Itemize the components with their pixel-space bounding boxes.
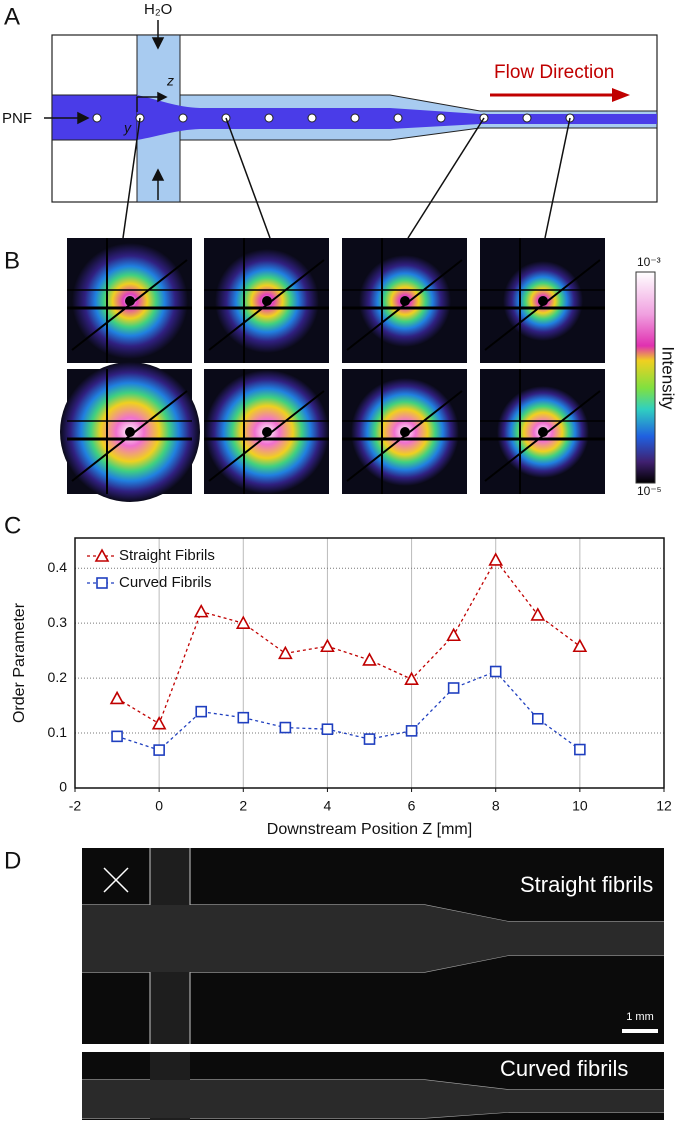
legend-label: Curved Fibrils xyxy=(119,574,212,591)
x-tick-label: 12 xyxy=(656,798,672,814)
data-point xyxy=(362,652,377,666)
data-point xyxy=(195,705,208,718)
data-point xyxy=(488,552,504,566)
data-point xyxy=(572,638,588,653)
data-point xyxy=(320,638,335,653)
x-tick-label: 10 xyxy=(572,798,588,814)
y-tick-label: 0.4 xyxy=(48,559,68,575)
image-label: Straight fibrils xyxy=(520,872,653,897)
data-point xyxy=(531,712,544,725)
data-point xyxy=(279,721,292,734)
scattering-images xyxy=(60,238,605,502)
panel-label: D xyxy=(4,847,21,874)
x-tick-label: 2 xyxy=(239,798,247,814)
panel-label: A xyxy=(4,3,20,30)
data-point xyxy=(278,645,293,660)
data-point xyxy=(363,733,376,745)
data-point xyxy=(235,615,251,629)
inlet-label: PNF xyxy=(2,110,32,127)
image-label: Curved fibrils xyxy=(500,1056,628,1081)
beamstop xyxy=(125,296,135,306)
y-axis-label: Order Parameter xyxy=(11,602,28,723)
legend-marker xyxy=(96,577,108,589)
microscopy: Straight fibrils 1 mm Curved fibrils xyxy=(82,848,664,1120)
x-tick-label: 8 xyxy=(492,798,500,814)
data-point xyxy=(530,607,546,621)
colorbar-title: Intensity xyxy=(659,346,677,410)
data-point xyxy=(489,665,502,678)
axis-label: y xyxy=(123,120,132,136)
data-point xyxy=(111,730,123,743)
beamstop xyxy=(400,296,410,306)
data-point xyxy=(109,690,125,705)
schematic: PNF H₂O z y Flow Direction xyxy=(2,1,658,239)
x-tick-label: 0 xyxy=(155,798,163,814)
x-tick-label: 4 xyxy=(324,798,332,814)
panel-label: B xyxy=(4,247,20,274)
axis-label: z xyxy=(166,73,174,89)
y-tick-label: 0.1 xyxy=(48,724,68,740)
colorbar-label: 10⁻⁵ xyxy=(637,484,662,498)
legend-marker xyxy=(94,548,110,562)
data-point xyxy=(447,682,460,694)
x-tick-label: -2 xyxy=(69,798,82,814)
beamstop xyxy=(538,427,548,437)
colorbar xyxy=(635,271,656,484)
data-point xyxy=(321,723,334,736)
beamstop xyxy=(125,427,135,437)
panel-label: C xyxy=(4,512,21,539)
scale-label: 1 mm xyxy=(626,1011,654,1023)
flow-label: Flow Direction xyxy=(494,62,614,83)
data-point xyxy=(446,627,461,642)
beamstop xyxy=(400,427,410,437)
data-point xyxy=(151,716,167,730)
beamstop xyxy=(538,296,548,306)
beamstop xyxy=(262,427,272,437)
plot-frame xyxy=(74,537,665,789)
x-tick-label: 6 xyxy=(408,798,416,814)
y-tick-label: 0 xyxy=(59,779,67,795)
data-point xyxy=(574,743,586,756)
colorbar-label: 10⁻³ xyxy=(637,255,661,269)
beamstop xyxy=(262,296,272,306)
data-point xyxy=(404,671,419,686)
data-point xyxy=(237,711,250,724)
data-point xyxy=(405,725,418,737)
y-tick-label: 0.2 xyxy=(48,669,68,685)
data-point xyxy=(153,744,165,756)
legend-label: Straight Fibrils xyxy=(119,547,215,564)
side-label: H₂O xyxy=(144,1,172,18)
data-point xyxy=(193,603,209,618)
y-tick-label: 0.3 xyxy=(48,614,68,630)
x-axis-label: Downstream Position Z [mm] xyxy=(267,821,472,838)
series-line xyxy=(116,670,581,751)
